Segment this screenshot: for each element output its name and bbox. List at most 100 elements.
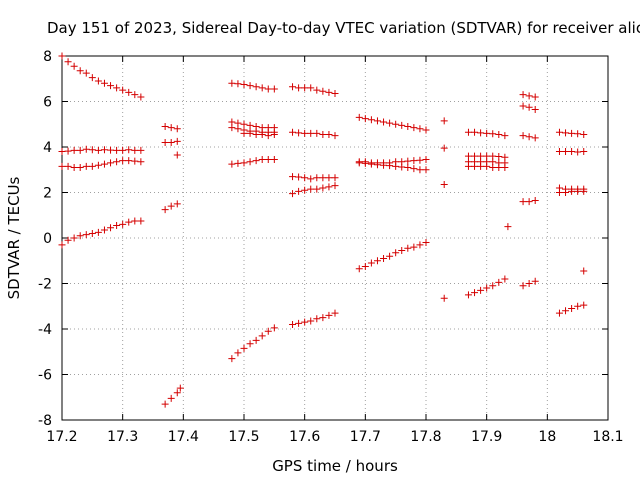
y-axis-title: SDTVAR / TECUs xyxy=(5,176,23,299)
series-s38 xyxy=(504,223,512,231)
series-s29 xyxy=(355,239,430,273)
data-point xyxy=(76,163,84,171)
data-point xyxy=(404,244,412,252)
data-point xyxy=(64,162,72,170)
data-point xyxy=(173,200,181,208)
data-point xyxy=(270,324,278,332)
data-point xyxy=(367,259,375,267)
series-s20 xyxy=(289,317,315,328)
data-point xyxy=(167,124,175,132)
data-point xyxy=(519,198,527,206)
data-point xyxy=(58,241,66,249)
series-s45 xyxy=(555,128,588,138)
data-point xyxy=(258,332,266,340)
data-point xyxy=(137,217,145,225)
data-point xyxy=(137,93,145,101)
data-point xyxy=(70,62,78,70)
data-point xyxy=(367,116,375,124)
data-point xyxy=(137,146,145,154)
y-tick-label: 0 xyxy=(43,231,52,247)
data-point xyxy=(270,130,278,138)
x-tick-label: 18 xyxy=(538,429,556,445)
data-point xyxy=(173,137,181,145)
data-point xyxy=(562,148,570,156)
data-point xyxy=(574,302,582,310)
data-point xyxy=(289,128,297,136)
data-point xyxy=(361,115,369,123)
data-point xyxy=(325,311,333,319)
data-point xyxy=(82,162,90,170)
data-point xyxy=(580,187,588,195)
series-s24 xyxy=(313,182,339,193)
data-point xyxy=(531,134,539,142)
data-point xyxy=(295,319,303,327)
data-point xyxy=(107,82,115,90)
data-point xyxy=(289,190,297,198)
data-point xyxy=(94,228,102,236)
data-point xyxy=(64,236,72,244)
data-point xyxy=(131,217,139,225)
data-point xyxy=(489,130,497,138)
series-s32 xyxy=(440,181,448,189)
data-point xyxy=(355,265,363,273)
data-point xyxy=(471,289,479,297)
data-point xyxy=(568,129,576,137)
data-point xyxy=(568,305,576,313)
y-tick-label: 2 xyxy=(43,186,52,202)
series-s39 xyxy=(464,275,509,299)
data-point xyxy=(555,309,563,317)
series-s28 xyxy=(355,159,430,174)
data-point xyxy=(58,162,66,170)
data-point xyxy=(331,90,339,98)
data-point xyxy=(483,162,491,170)
series-s41 xyxy=(519,102,539,113)
data-point xyxy=(307,84,315,92)
data-point xyxy=(246,158,254,166)
y-tick-label: 6 xyxy=(43,95,52,111)
data-point xyxy=(240,344,248,352)
data-point xyxy=(137,158,145,166)
data-point xyxy=(94,146,102,154)
data-point xyxy=(125,157,133,165)
data-point xyxy=(113,221,121,229)
data-point xyxy=(562,129,570,137)
data-point xyxy=(264,85,272,93)
series-s46 xyxy=(555,148,588,156)
data-point xyxy=(555,189,563,196)
data-point xyxy=(373,161,381,169)
series-s4 xyxy=(58,217,145,249)
data-point xyxy=(580,130,588,138)
data-point xyxy=(100,226,108,234)
data-point xyxy=(88,229,96,237)
data-point xyxy=(562,189,570,196)
data-point xyxy=(525,133,533,141)
x-tick-label: 17.2 xyxy=(46,429,77,445)
data-point xyxy=(119,146,127,154)
series-s22 xyxy=(313,129,339,140)
x-tick-label: 17.7 xyxy=(350,429,381,445)
data-point xyxy=(113,146,121,154)
data-point xyxy=(313,129,321,137)
data-point xyxy=(161,400,169,408)
data-point xyxy=(568,148,576,156)
series-s36 xyxy=(464,158,509,167)
data-point xyxy=(234,159,242,167)
data-point xyxy=(94,77,102,85)
y-tick-labels: -8 -6 -4 -2 0 2 4 6 8 xyxy=(38,49,52,429)
data-point xyxy=(555,128,563,136)
data-point xyxy=(325,183,333,191)
series-s13 xyxy=(240,129,278,140)
data-point xyxy=(252,336,260,344)
data-point xyxy=(422,239,430,247)
data-point xyxy=(568,187,576,195)
data-point xyxy=(440,294,448,302)
data-point xyxy=(313,185,321,193)
series-s2 xyxy=(58,145,145,156)
data-point xyxy=(107,159,115,167)
data-point xyxy=(416,166,424,174)
data-point xyxy=(125,88,133,96)
data-point xyxy=(331,182,339,190)
series-s26 xyxy=(355,113,430,134)
x-tick-label: 17.4 xyxy=(168,429,199,445)
data-point xyxy=(82,231,90,239)
